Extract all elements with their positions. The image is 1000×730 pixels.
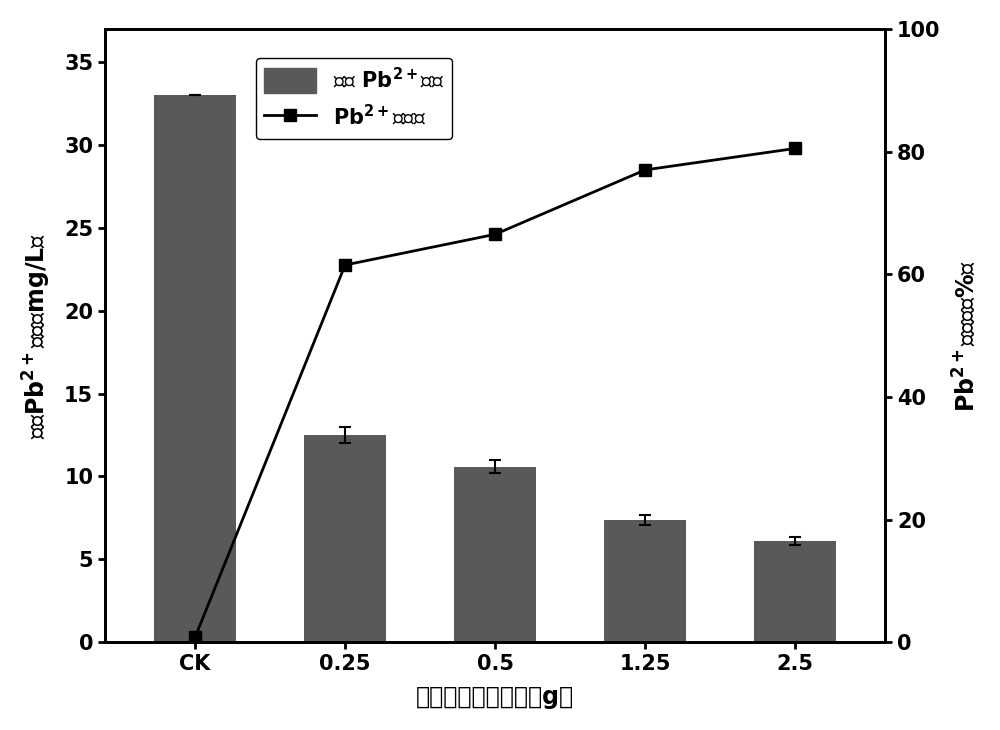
Bar — [454, 466, 536, 642]
Y-axis label: 剩余$\mathbf{Pb^{2+}}$浓度（mg/L）: 剩余$\mathbf{Pb^{2+}}$浓度（mg/L） — [21, 233, 53, 439]
Bar — [304, 435, 386, 642]
Bar — [604, 520, 686, 642]
X-axis label: 固定化小球投加量（g）: 固定化小球投加量（g） — [416, 685, 574, 709]
Legend: 剩余 $\mathbf{Pb^{2+}}$浓度, $\mathbf{Pb^{2+}}$去除率: 剩余 $\mathbf{Pb^{2+}}$浓度, $\mathbf{Pb^{2+… — [256, 58, 452, 139]
Bar — [154, 95, 236, 642]
Bar — [754, 541, 836, 642]
Y-axis label: $\mathbf{Pb^{2+}}$去除率（%）: $\mathbf{Pb^{2+}}$去除率（%） — [952, 259, 979, 412]
